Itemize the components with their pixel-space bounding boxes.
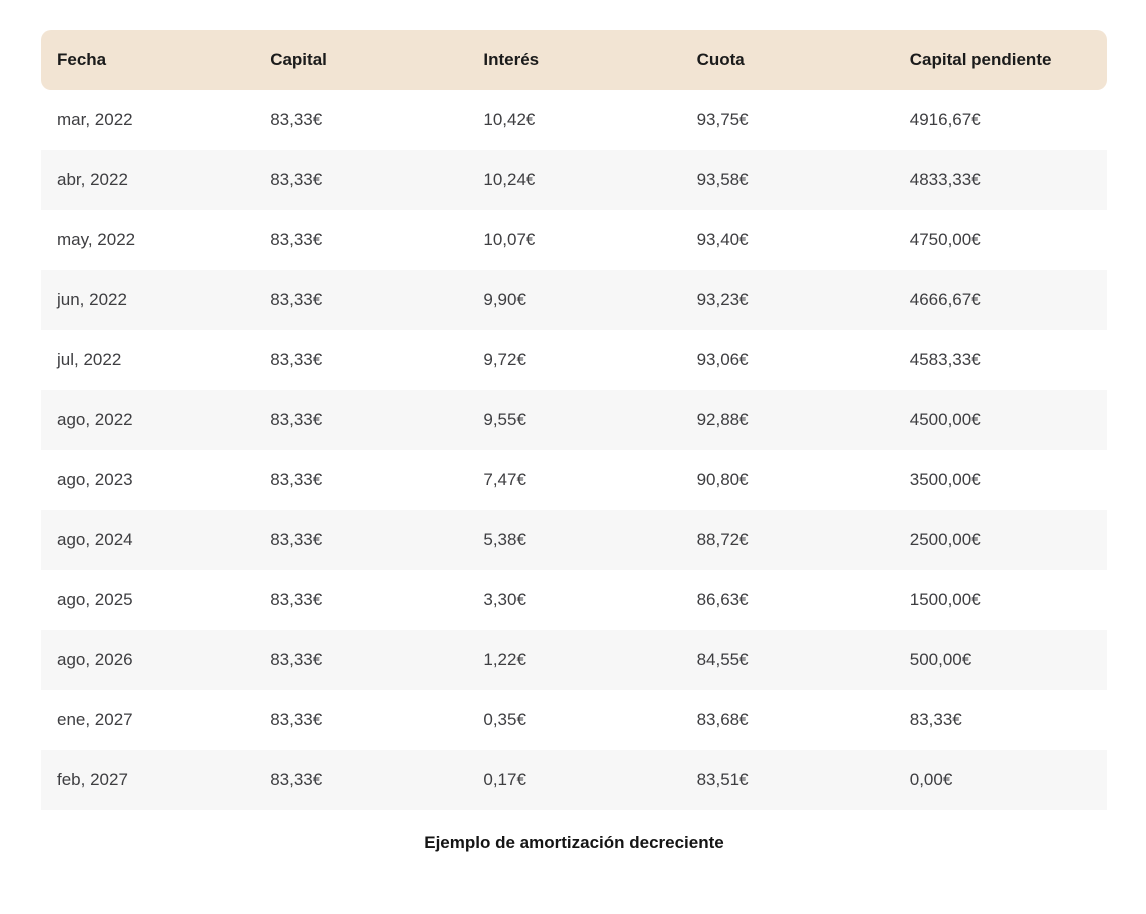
cell-fecha: may, 2022 — [41, 210, 255, 270]
cell-capital: 83,33€ — [254, 570, 468, 630]
cell-fecha: ago, 2025 — [41, 570, 255, 630]
cell-fecha: feb, 2027 — [41, 750, 255, 810]
cell-capital-pendiente: 4916,67€ — [893, 90, 1107, 150]
cell-cuota: 93,40€ — [680, 210, 894, 270]
cell-capital-pendiente: 4750,00€ — [893, 210, 1107, 270]
cell-interes: 0,17€ — [467, 750, 681, 810]
cell-cuota: 83,68€ — [680, 690, 894, 750]
amortization-table: Fecha Capital Interés Cuota Capital pend… — [41, 30, 1107, 810]
cell-capital-pendiente: 1500,00€ — [893, 570, 1107, 630]
cell-fecha: jul, 2022 — [41, 330, 255, 390]
table-row: abr, 2022 83,33€ 10,24€ 93,58€ 4833,33€ — [41, 150, 1107, 210]
cell-interes: 9,72€ — [467, 330, 681, 390]
cell-capital: 83,33€ — [254, 630, 468, 690]
table-header-row: Fecha Capital Interés Cuota Capital pend… — [41, 30, 1107, 90]
cell-fecha: jun, 2022 — [41, 270, 255, 330]
column-header-interes: Interés — [467, 30, 681, 90]
cell-capital: 83,33€ — [254, 690, 468, 750]
column-header-capital-pendiente: Capital pendiente — [893, 30, 1107, 90]
cell-cuota: 93,58€ — [680, 150, 894, 210]
table-caption: Ejemplo de amortización decreciente — [424, 833, 724, 852]
cell-interes: 10,07€ — [467, 210, 681, 270]
cell-interes: 10,24€ — [467, 150, 681, 210]
cell-capital: 83,33€ — [254, 450, 468, 510]
cell-interes: 9,55€ — [467, 390, 681, 450]
table-row: jun, 2022 83,33€ 9,90€ 93,23€ 4666,67€ — [41, 270, 1107, 330]
cell-cuota: 86,63€ — [680, 570, 894, 630]
cell-capital: 83,33€ — [254, 270, 468, 330]
cell-fecha: ene, 2027 — [41, 690, 255, 750]
cell-capital-pendiente: 83,33€ — [893, 690, 1107, 750]
column-header-capital: Capital — [254, 30, 468, 90]
cell-capital: 83,33€ — [254, 90, 468, 150]
table-row: ago, 2023 83,33€ 7,47€ 90,80€ 3500,00€ — [41, 450, 1107, 510]
column-header-cuota: Cuota — [680, 30, 894, 90]
table-body: mar, 2022 83,33€ 10,42€ 93,75€ 4916,67€ … — [41, 90, 1107, 810]
table-row: may, 2022 83,33€ 10,07€ 93,40€ 4750,00€ — [41, 210, 1107, 270]
cell-fecha: ago, 2023 — [41, 450, 255, 510]
table-row: ago, 2026 83,33€ 1,22€ 84,55€ 500,00€ — [41, 630, 1107, 690]
amortization-table-figure: Fecha Capital Interés Cuota Capital pend… — [41, 30, 1107, 853]
cell-cuota: 83,51€ — [680, 750, 894, 810]
cell-fecha: ago, 2022 — [41, 390, 255, 450]
cell-interes: 1,22€ — [467, 630, 681, 690]
cell-capital-pendiente: 4583,33€ — [893, 330, 1107, 390]
table-row: mar, 2022 83,33€ 10,42€ 93,75€ 4916,67€ — [41, 90, 1107, 150]
cell-cuota: 93,75€ — [680, 90, 894, 150]
cell-capital-pendiente: 500,00€ — [893, 630, 1107, 690]
table-row: ago, 2022 83,33€ 9,55€ 92,88€ 4500,00€ — [41, 390, 1107, 450]
page: { "chart_data": { "type": "table", "titl… — [0, 30, 1146, 914]
table-row: jul, 2022 83,33€ 9,72€ 93,06€ 4583,33€ — [41, 330, 1107, 390]
cell-capital-pendiente: 0,00€ — [893, 750, 1107, 810]
cell-capital-pendiente: 4666,67€ — [893, 270, 1107, 330]
cell-capital-pendiente: 3500,00€ — [893, 450, 1107, 510]
table-row: ago, 2025 83,33€ 3,30€ 86,63€ 1500,00€ — [41, 570, 1107, 630]
cell-fecha: abr, 2022 — [41, 150, 255, 210]
cell-interes: 9,90€ — [467, 270, 681, 330]
cell-capital: 83,33€ — [254, 390, 468, 450]
cell-interes: 7,47€ — [467, 450, 681, 510]
cell-cuota: 88,72€ — [680, 510, 894, 570]
cell-cuota: 92,88€ — [680, 390, 894, 450]
table-row: feb, 2027 83,33€ 0,17€ 83,51€ 0,00€ — [41, 750, 1107, 810]
cell-capital: 83,33€ — [254, 330, 468, 390]
table-row: ene, 2027 83,33€ 0,35€ 83,68€ 83,33€ — [41, 690, 1107, 750]
table-header: Fecha Capital Interés Cuota Capital pend… — [41, 30, 1107, 90]
table-row: ago, 2024 83,33€ 5,38€ 88,72€ 2500,00€ — [41, 510, 1107, 570]
cell-cuota: 84,55€ — [680, 630, 894, 690]
cell-fecha: mar, 2022 — [41, 90, 255, 150]
cell-capital-pendiente: 4500,00€ — [893, 390, 1107, 450]
cell-capital-pendiente: 4833,33€ — [893, 150, 1107, 210]
cell-interes: 5,38€ — [467, 510, 681, 570]
cell-capital: 83,33€ — [254, 510, 468, 570]
cell-interes: 0,35€ — [467, 690, 681, 750]
cell-capital: 83,33€ — [254, 150, 468, 210]
cell-cuota: 93,06€ — [680, 330, 894, 390]
cell-interes: 10,42€ — [467, 90, 681, 150]
cell-fecha: ago, 2026 — [41, 630, 255, 690]
cell-cuota: 90,80€ — [680, 450, 894, 510]
cell-capital-pendiente: 2500,00€ — [893, 510, 1107, 570]
cell-cuota: 93,23€ — [680, 270, 894, 330]
cell-fecha: ago, 2024 — [41, 510, 255, 570]
cell-capital: 83,33€ — [254, 750, 468, 810]
cell-interes: 3,30€ — [467, 570, 681, 630]
cell-capital: 83,33€ — [254, 210, 468, 270]
column-header-fecha: Fecha — [41, 30, 255, 90]
